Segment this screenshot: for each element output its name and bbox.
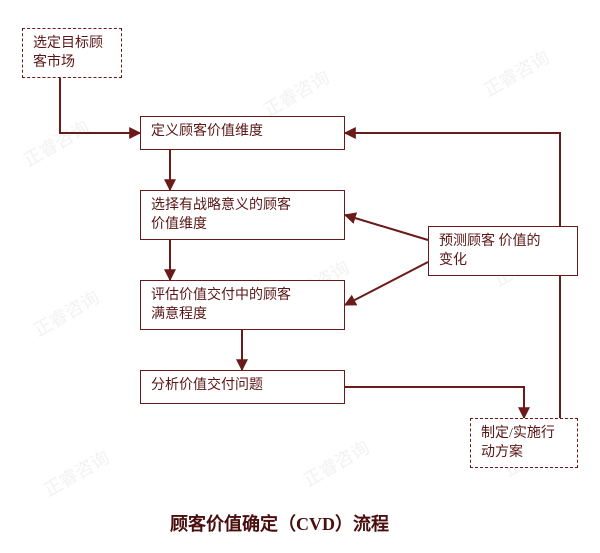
node-predict-value-change: 预测顾客 价值的变化	[428, 226, 578, 276]
watermark: 正睿咨询	[258, 64, 333, 123]
watermark: 正睿咨询	[18, 114, 93, 173]
diagram-title: 顾客价值确定（CVD）流程	[170, 510, 389, 536]
watermark: 正睿咨询	[38, 444, 113, 503]
watermark: 正睿咨询	[298, 434, 373, 493]
node-define-value-dimensions: 定义顾客价值维度	[140, 116, 345, 150]
node-label: 选择有战略意义的顾客价值维度	[151, 198, 291, 232]
edge-n6-to-n3	[345, 215, 428, 240]
node-select-strategic-dimensions: 选择有战略意义的顾客价值维度	[140, 190, 345, 240]
watermark: 正睿咨询	[478, 44, 553, 103]
node-label: 定义顾客价值维度	[151, 124, 263, 139]
node-action-plan: 制定/实施行动方案	[470, 418, 578, 468]
node-analyze-delivery-issues: 分析价值交付问题	[140, 370, 345, 404]
node-label: 分析价值交付问题	[151, 378, 263, 393]
edges-layer	[0, 0, 600, 553]
edge-n6-to-n2	[345, 133, 560, 226]
node-label: 制定/实施行动方案	[481, 426, 555, 460]
edge-n6-to-n4	[345, 262, 428, 305]
watermark: 正睿咨询	[28, 284, 103, 343]
node-label: 预测顾客 价值的变化	[439, 234, 541, 268]
edge-n1-to-n2	[60, 78, 140, 133]
node-label: 评估价值交付中的顾客满意程度	[151, 288, 291, 322]
flowchart-canvas: 正睿咨询 正睿咨询 正睿咨询 正睿咨询 正睿咨询 正睿咨询 正睿咨询 正睿咨询 …	[0, 0, 600, 553]
node-label: 选定目标顾客市场	[33, 36, 103, 70]
edge-n5-to-n7	[345, 387, 524, 418]
node-select-target-market: 选定目标顾客市场	[22, 28, 122, 78]
node-evaluate-satisfaction: 评估价值交付中的顾客满意程度	[140, 280, 345, 330]
